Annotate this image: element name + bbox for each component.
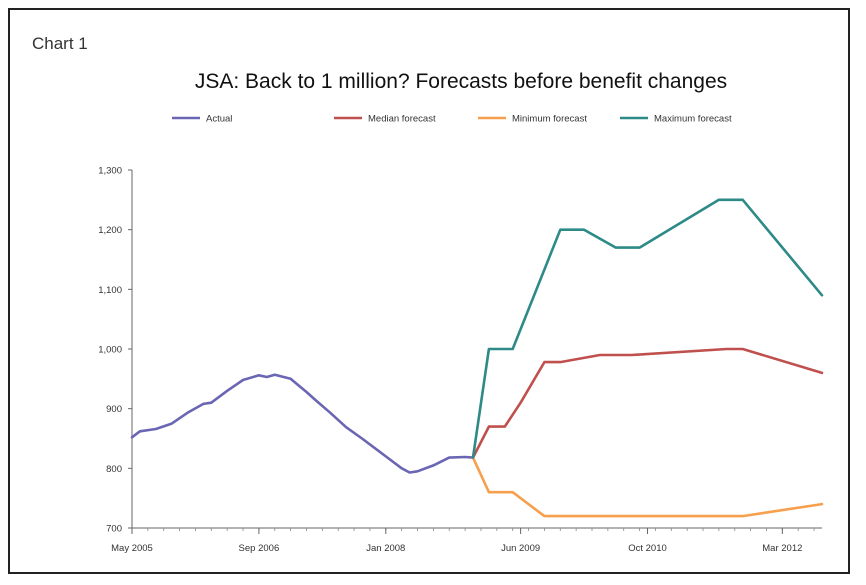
y-tick-label: 900 (106, 404, 122, 415)
y-tick-label: 1,000 (98, 345, 122, 356)
x-tick-label: Oct 2010 (628, 543, 667, 554)
legend-label-minimum-forecast: Minimum forecast (512, 114, 587, 125)
chart-number-label: Chart 1 (32, 34, 88, 53)
series-line-maximum-forecast (471, 198, 824, 459)
x-tick-label: Jan 2008 (366, 543, 405, 554)
series-line-minimum-forecast (471, 456, 824, 518)
x-tick-label: May 2005 (111, 543, 153, 554)
legend-label-actual: Actual (206, 114, 232, 125)
y-tick-label: 700 (106, 524, 122, 535)
y-tick-label: 1,200 (98, 225, 122, 236)
y-tick-label: 800 (106, 464, 122, 475)
chart-legend: Actual Median forecast Minimum forecast Max… (172, 114, 732, 125)
series-layer (130, 198, 824, 518)
chart-title: JSA: Back to 1 million? Forecasts before… (194, 70, 728, 93)
x-tick-label: Mar 2012 (762, 543, 802, 554)
series-line-actual (130, 373, 475, 474)
chart-frame (8, 8, 850, 574)
legend-label-maximum-forecast: Maximum forecast (654, 114, 732, 125)
chart-axes: 700 800 900 1,000 1,100 1,200 1,300 May 2005 Sep… (98, 166, 822, 554)
x-tick-label: Sep 2006 (239, 543, 280, 554)
series-line-median-forecast (471, 347, 824, 459)
y-tick-label: 1,300 (98, 166, 122, 177)
legend-label-median-forecast: Median forecast (368, 114, 436, 125)
y-tick-label: 1,100 (98, 285, 122, 296)
x-tick-label: Jun 2009 (501, 543, 540, 554)
